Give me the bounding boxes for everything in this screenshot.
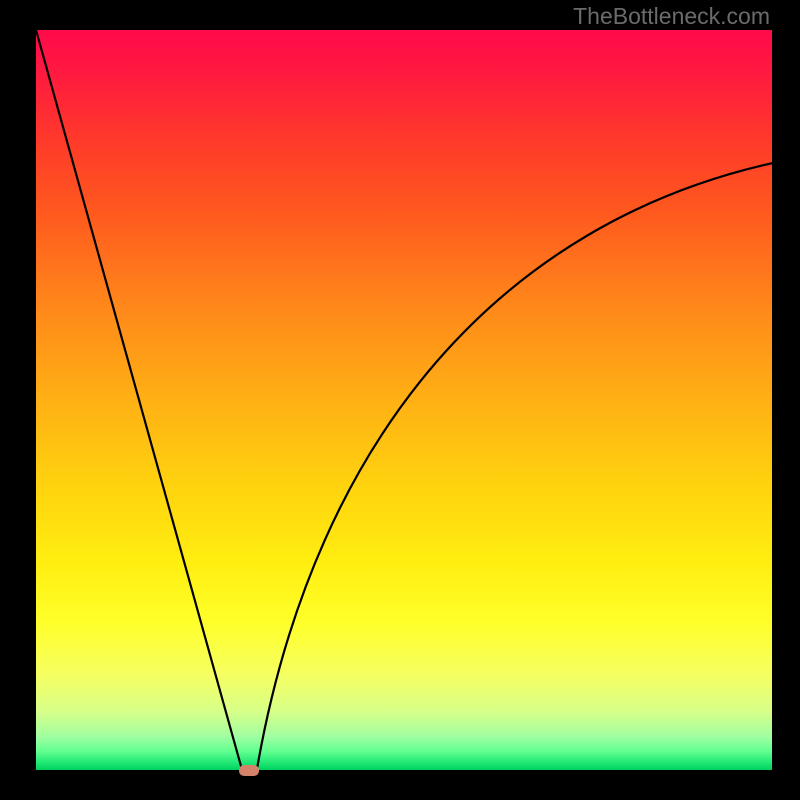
curve-layer [36,30,772,770]
plot-area [36,30,772,770]
watermark-text: TheBottleneck.com [573,3,770,30]
minimum-marker [239,765,259,776]
chart-container: TheBottleneck.com [0,0,800,800]
